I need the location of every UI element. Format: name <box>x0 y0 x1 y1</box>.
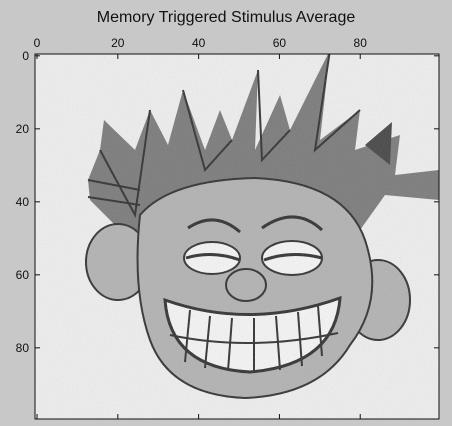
y-tick-label-2: 40 <box>16 195 30 209</box>
x-tick-label-3: 60 <box>273 36 287 50</box>
y-tick-label-3: 60 <box>16 268 30 282</box>
x-tick-label-0: 0 <box>34 36 41 50</box>
heatmap-image <box>35 54 439 419</box>
y-tick-label-0: 0 <box>22 49 29 63</box>
x-tick-label-1: 20 <box>111 36 125 50</box>
x-tick-label-4: 80 <box>354 36 368 50</box>
axes-frame <box>34 53 440 420</box>
x-axis: 0 20 40 60 80 <box>34 36 368 419</box>
y-tick-label-4: 80 <box>16 341 30 355</box>
chart-title: Memory Triggered Stimulus Average <box>96 9 356 26</box>
x-tick-label-2: 40 <box>192 36 206 50</box>
y-axis: 0 20 40 60 80 <box>16 49 439 355</box>
y-tick-label-1: 20 <box>16 122 30 136</box>
